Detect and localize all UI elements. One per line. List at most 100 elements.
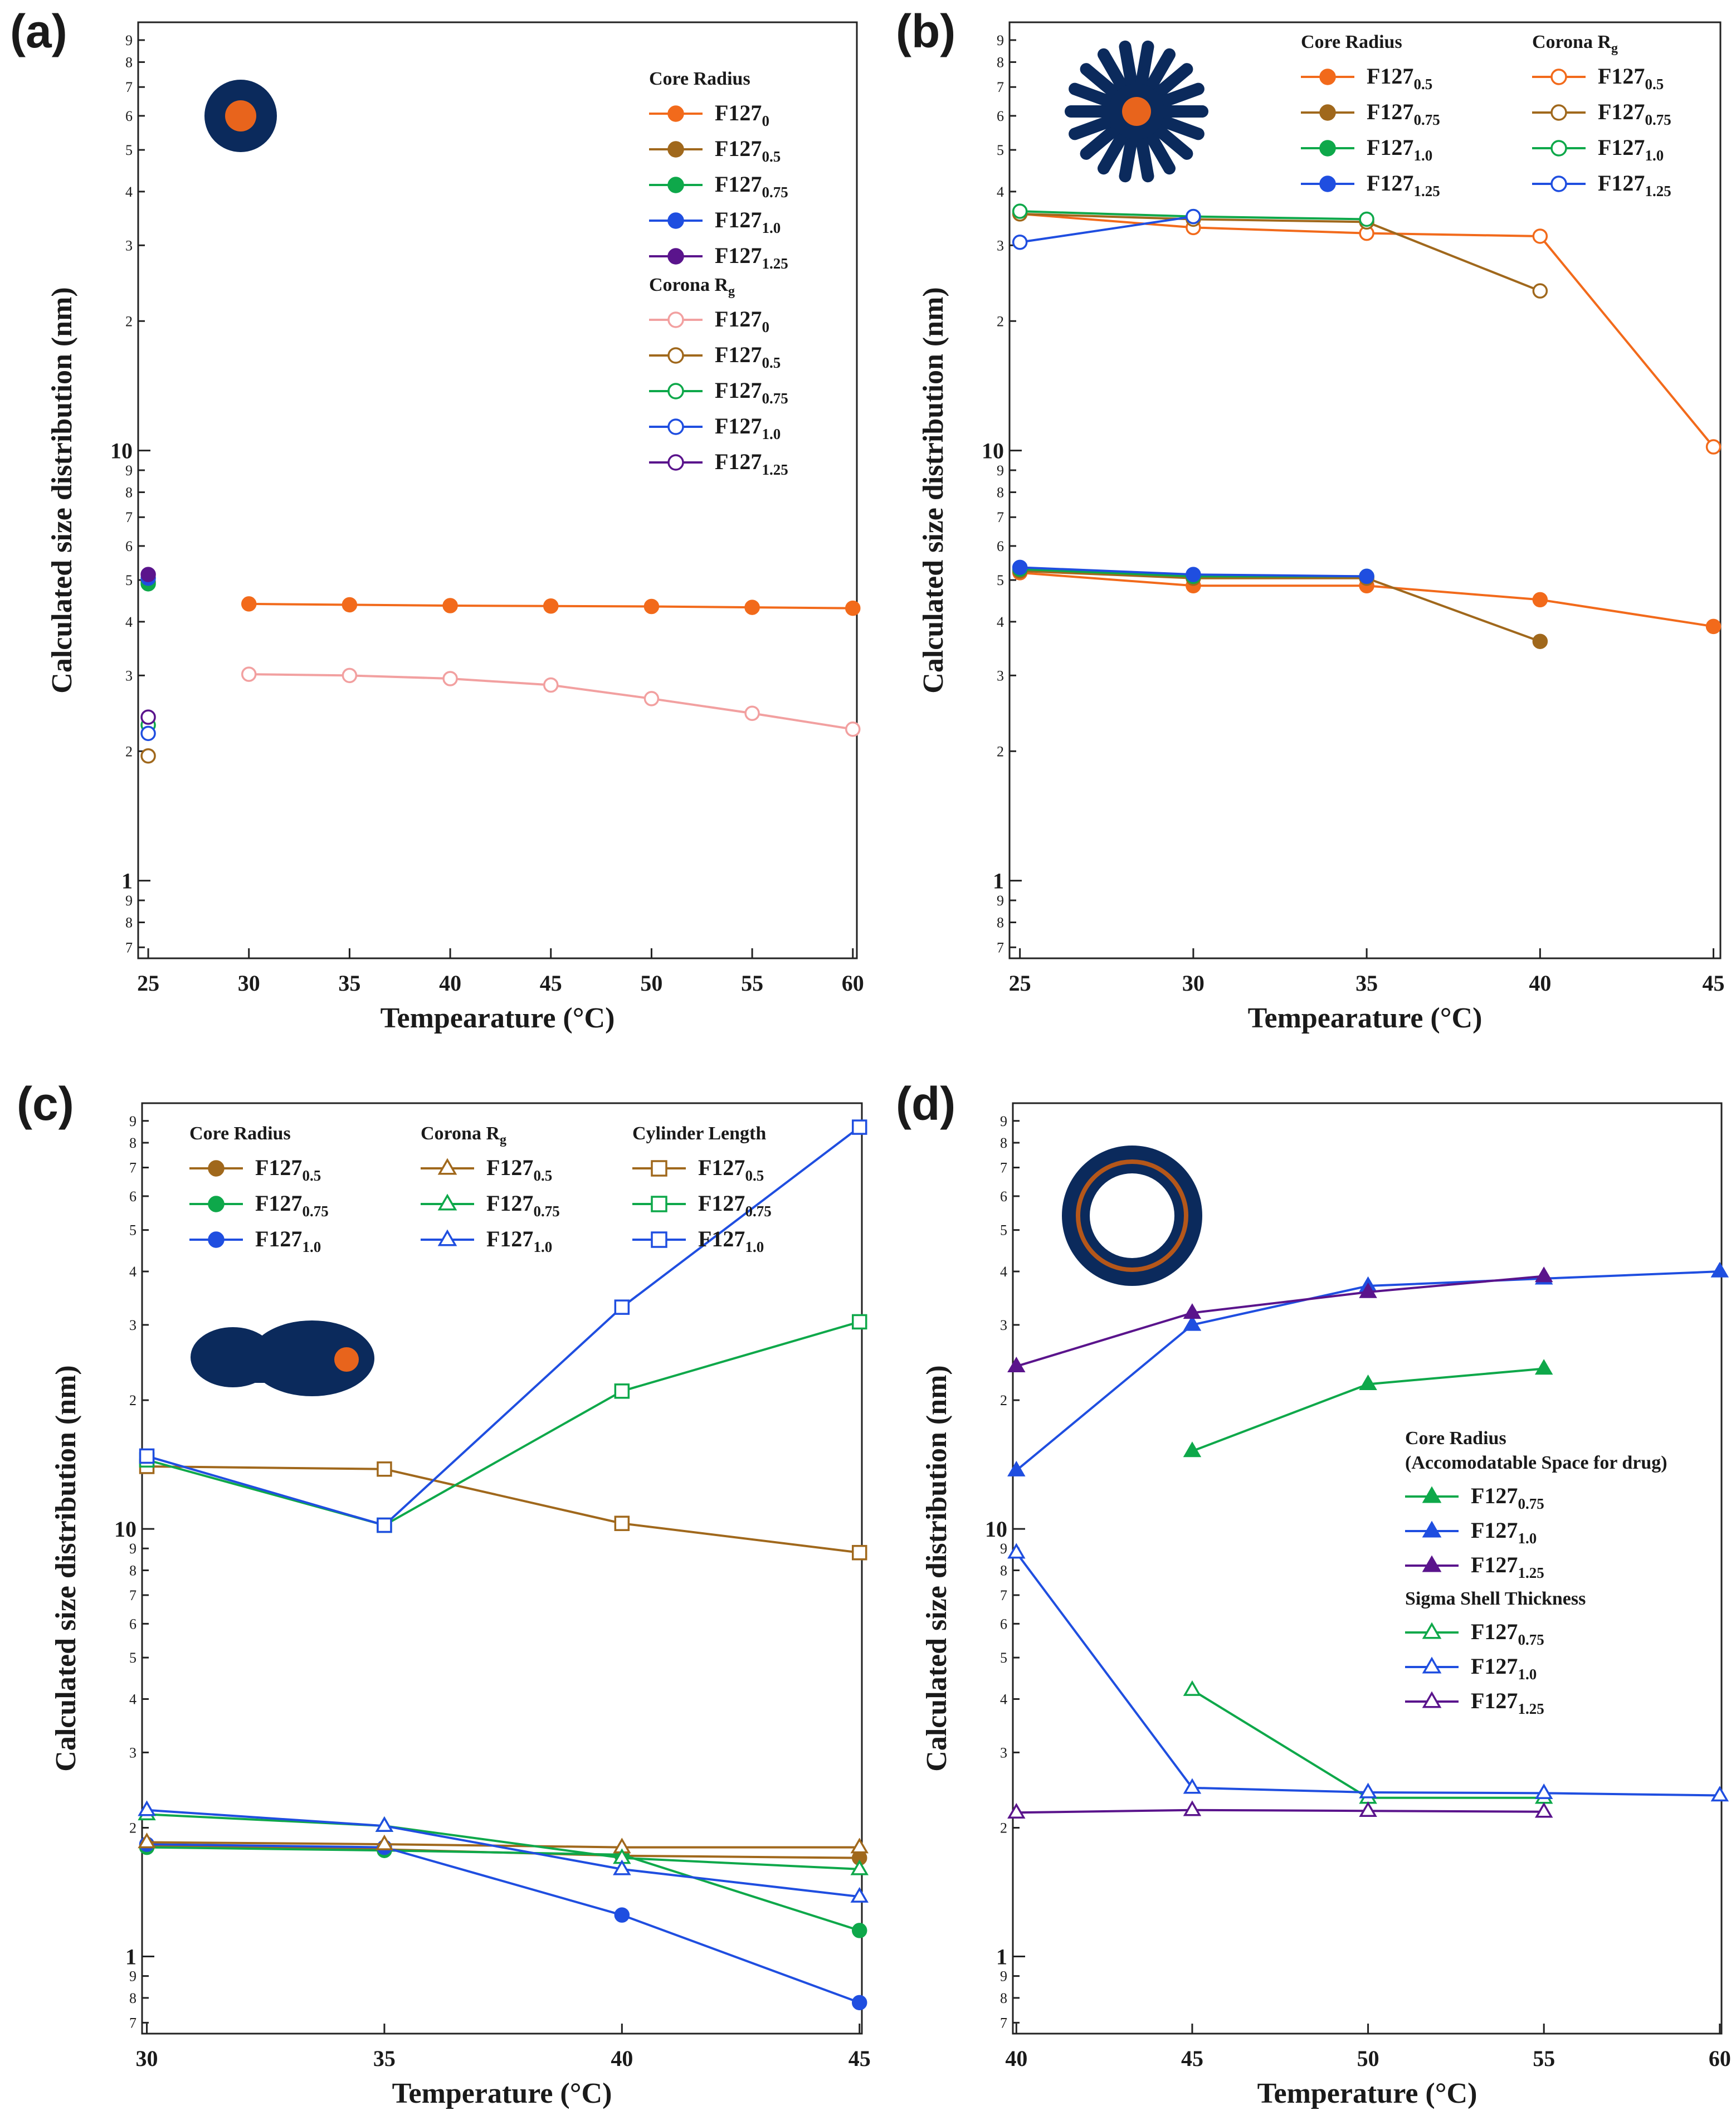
- series-corona-rg-f127-0: [241, 666, 861, 737]
- legend-marker: [667, 311, 684, 328]
- y-tick-label: 9: [125, 893, 133, 909]
- y-tick-label: 1: [993, 869, 1004, 894]
- data-point: [543, 598, 559, 614]
- series-line: [147, 1813, 860, 1870]
- y-tick-label: 8: [1000, 1990, 1007, 2006]
- legend-item-label: F1270: [715, 100, 769, 129]
- y-tick-label: 9: [129, 1113, 136, 1129]
- y-tick-label: 3: [129, 1317, 136, 1333]
- data-point: [377, 1461, 392, 1477]
- panel-letter: (c): [17, 1078, 74, 1130]
- legend-group-subtitle: (Accomodatable Space for drug): [1405, 1453, 1667, 1473]
- y-tick-label: 5: [125, 142, 133, 158]
- data-point: [1183, 1680, 1202, 1696]
- data-point: [140, 709, 156, 725]
- y-tick-label: 8: [125, 54, 133, 70]
- legend-item-label: F1270: [715, 306, 769, 335]
- legend-marker: [651, 1196, 667, 1212]
- legend-item-label: F1271.0: [698, 1226, 764, 1255]
- y-tick-label: 8: [997, 484, 1004, 500]
- data-point: [614, 1299, 630, 1315]
- y-tick-label: 10: [985, 1517, 1007, 1542]
- x-tick-label: 45: [540, 971, 562, 996]
- legend-marker: [667, 177, 684, 193]
- panel-letter: (a): [10, 5, 67, 57]
- legend-core-radius: Core Radius F1270 F1270.5 F1270.75 F1271.0 F1…: [649, 69, 788, 272]
- y-tick-label: 8: [997, 915, 1004, 931]
- legend-marker: [1319, 140, 1336, 157]
- legend-marker: [1319, 176, 1336, 192]
- x-tick-label: 30: [1182, 971, 1205, 996]
- legend-marker: [1319, 69, 1336, 85]
- legend-item-label: F1270.5: [698, 1155, 764, 1184]
- legend-item-label: F1271.25: [715, 243, 788, 272]
- y-tick-label: 3: [129, 1744, 136, 1761]
- series-line: [1020, 212, 1715, 448]
- data-point: [744, 600, 760, 615]
- data-point: [1183, 1315, 1202, 1331]
- x-tick-label: 40: [439, 971, 461, 996]
- x-tick-label: 30: [136, 2046, 158, 2071]
- legend-item-label: F1270.5: [1598, 64, 1664, 92]
- legend-marker: [437, 1158, 457, 1175]
- legend-group-title: Corona Rg: [1532, 32, 1618, 56]
- y-tick-label: 5: [997, 572, 1004, 588]
- legend-corona-rg: Corona Rg F1270 F1270.5 F1270.75 F1271.0 F127…: [649, 275, 788, 478]
- y-tick-label: 6: [125, 108, 133, 124]
- series-corona-rg-f127-1-25: [140, 709, 156, 725]
- legend-sigma-shell-thickness: Sigma Shell Thickness F1270.75 F1271.0 F127…: [1405, 1588, 1586, 1717]
- x-tick-label: 50: [1357, 2046, 1379, 2071]
- data-point: [342, 667, 358, 684]
- legend-item-label: F1271.0: [1471, 1654, 1537, 1683]
- y-tick-label: 2: [125, 313, 133, 329]
- series-line: [1016, 1809, 1544, 1814]
- y-tick-label: 9: [997, 462, 1004, 479]
- plot-frame: [1012, 1102, 1723, 2035]
- data-point: [1012, 203, 1028, 219]
- legend-item-label: F1271.0: [486, 1226, 552, 1255]
- x-tick-label: 35: [373, 2046, 396, 2071]
- legend-item-label: F1270.75: [255, 1191, 329, 1220]
- data-point: [643, 691, 660, 706]
- legend-group-title: Core Radius: [189, 1123, 291, 1144]
- data-point: [1183, 1441, 1202, 1458]
- vesicle-icon: [1062, 1146, 1202, 1286]
- y-tick-label: 4: [1000, 1691, 1007, 1707]
- y-tick-label: 6: [1000, 1616, 1007, 1632]
- series-line: [1015, 1552, 1720, 1797]
- y-tick-label: 2: [125, 743, 133, 759]
- data-point: [1534, 1783, 1553, 1800]
- y-tick-label: 9: [997, 32, 1004, 48]
- vesicle-core-ring-icon: [1076, 1159, 1188, 1272]
- series-line: [1016, 1270, 1720, 1471]
- data-point: [744, 705, 760, 721]
- y-tick-label: 4: [129, 1691, 136, 1707]
- series-line: [1020, 212, 1541, 293]
- cylinder-core-icon: [334, 1347, 359, 1372]
- data-point: [1359, 568, 1374, 584]
- x-tick-label: 45: [1703, 971, 1725, 996]
- y-tick-label: 3: [125, 667, 133, 684]
- legend-core-radius: Core Radius F1270.5 F1270.75 F1271.0: [189, 1123, 329, 1255]
- y-tick-label: 7: [1000, 2015, 1007, 2031]
- x-tick-label: 45: [1181, 2046, 1203, 2071]
- y-tick-label: 6: [1000, 1188, 1007, 1205]
- y-tick-label: 4: [997, 614, 1004, 630]
- x-tick-label: 30: [238, 971, 260, 996]
- legend-item-label: F1270.75: [698, 1191, 772, 1220]
- y-axis-title: Calculated size distribution (nm): [918, 287, 949, 693]
- data-point: [1183, 1800, 1202, 1816]
- y-tick-label: 6: [129, 1616, 136, 1632]
- legend-group-title: Core Radius: [649, 69, 750, 89]
- y-tick-label: 10: [982, 438, 1004, 464]
- y-tick-label: 5: [1000, 1650, 1007, 1666]
- legend-marker: [667, 454, 684, 471]
- data-point: [851, 1119, 867, 1135]
- y-tick-label: 9: [1000, 1968, 1007, 1985]
- y-tick-label: 2: [997, 743, 1004, 759]
- data-point: [851, 1923, 867, 1938]
- plot-frame: [1008, 21, 1722, 959]
